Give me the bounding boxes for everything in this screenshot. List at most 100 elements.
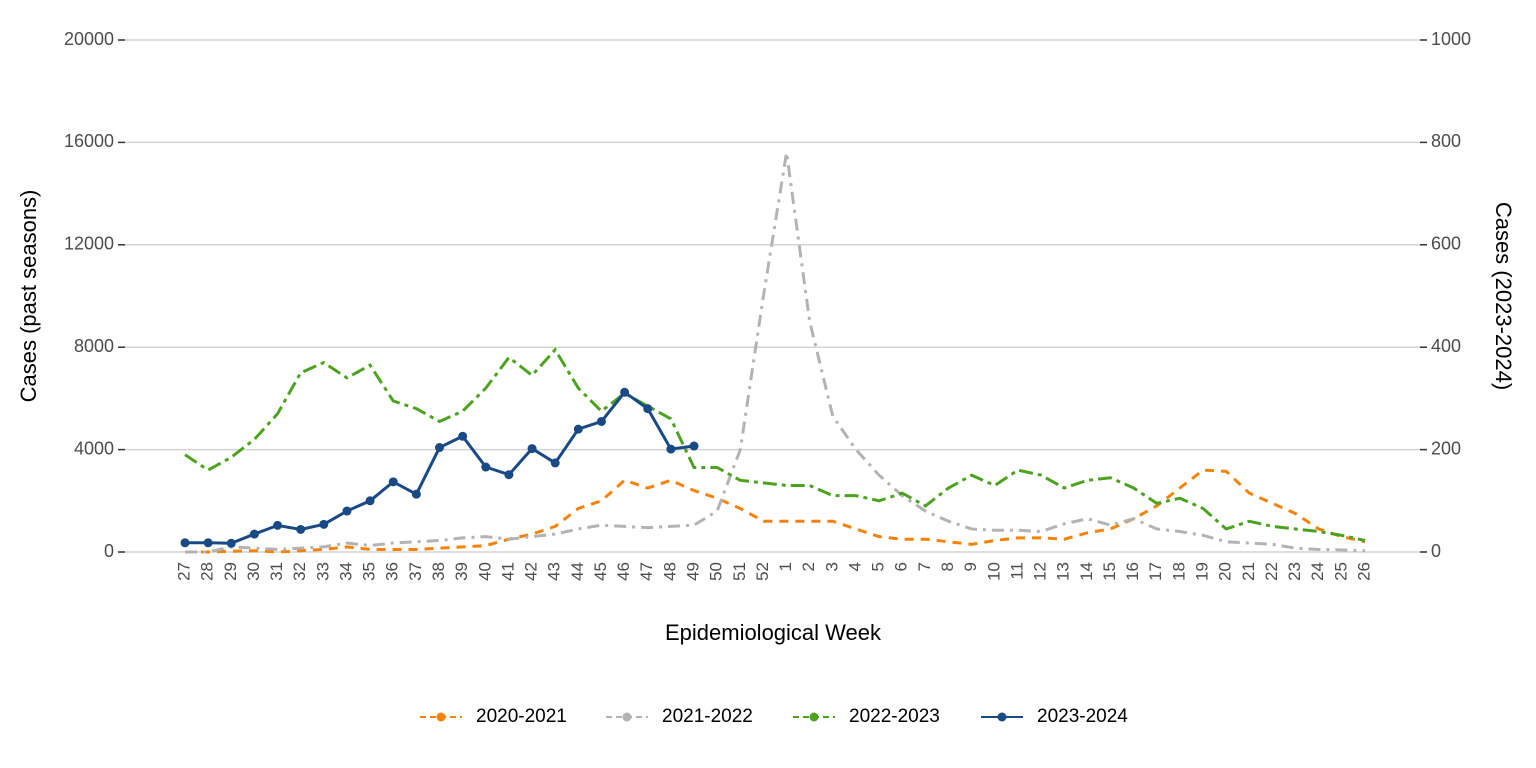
legend-marker — [436, 712, 446, 722]
x-tick-label: 39 — [452, 562, 471, 581]
y2-tick-label: 200 — [1431, 438, 1461, 458]
point — [504, 470, 514, 480]
x-tick-label: 6 — [892, 562, 911, 571]
x-tick-label: 27 — [174, 562, 193, 581]
x-tick-label: 33 — [313, 562, 332, 581]
point — [620, 387, 630, 397]
x-tick-label: 40 — [475, 562, 494, 581]
x-tick-label: 12 — [1031, 562, 1050, 581]
x-tick-label: 32 — [290, 562, 309, 581]
x-tick-label: 17 — [1146, 562, 1165, 581]
x-tick-label: 46 — [614, 562, 633, 581]
x-tick-label: 13 — [1054, 562, 1073, 581]
x-tick-label: 26 — [1354, 562, 1373, 581]
point — [481, 462, 491, 472]
x-tick-label: 20 — [1216, 562, 1235, 581]
x-tick-label: 51 — [730, 562, 749, 581]
y-tick-label: 0 — [104, 541, 114, 561]
x-tick-label: 21 — [1239, 562, 1258, 581]
y-tick-label: 16000 — [64, 131, 114, 151]
point — [273, 520, 283, 530]
legend-label: 2021-2022 — [662, 706, 753, 727]
x-tick-label: 48 — [660, 562, 679, 581]
x-tick-label: 22 — [1262, 562, 1281, 581]
y-axis-label: Cases (past seasons) — [16, 190, 41, 403]
legend-marker — [622, 712, 632, 722]
x-tick-label: 16 — [1123, 562, 1142, 581]
x-tick-label: 8 — [938, 562, 957, 571]
x-tick-label: 42 — [522, 562, 541, 581]
y2-tick-label: 600 — [1431, 234, 1461, 254]
series-line — [185, 390, 695, 545]
y-tick-label: 4000 — [74, 438, 114, 458]
x-tick-label: 47 — [637, 562, 656, 581]
x-tick-label: 41 — [498, 562, 517, 581]
x-tick-label: 36 — [383, 562, 402, 581]
series-line — [185, 152, 1366, 554]
point — [596, 416, 606, 426]
point — [365, 496, 375, 506]
x-tick-label: 10 — [984, 562, 1003, 581]
point — [458, 431, 468, 441]
y2-tick-label: 1000 — [1431, 29, 1471, 49]
x-tick-label: 4 — [845, 562, 864, 571]
y2-tick-label: 400 — [1431, 336, 1461, 356]
x-tick-label: 30 — [244, 562, 263, 581]
point — [666, 444, 676, 454]
x-tick-label: 15 — [1100, 562, 1119, 581]
x-tick-label: 49 — [684, 562, 703, 581]
legend-label: 2022-2023 — [849, 706, 940, 727]
point — [342, 506, 352, 516]
x-tick-label: 25 — [1331, 562, 1350, 581]
x-tick-label: 18 — [1169, 562, 1188, 581]
legend-marker — [997, 712, 1007, 722]
x-tick-label: 45 — [591, 562, 610, 581]
x-tick-label: 19 — [1193, 562, 1212, 581]
point — [573, 424, 583, 434]
legend-marker — [809, 712, 819, 722]
y-tick-label: 12000 — [64, 234, 114, 254]
y2-tick-label: 800 — [1431, 131, 1461, 151]
x-tick-label: 1 — [776, 562, 795, 571]
x-axis-label: Epidemiological Week — [665, 620, 882, 645]
x-tick-label: 37 — [406, 562, 425, 581]
point — [203, 538, 213, 548]
point — [435, 443, 445, 453]
x-tick-label: 28 — [198, 562, 217, 581]
series-line — [184, 347, 1366, 542]
y2-axis-label: Cases (2023-2024) — [1491, 202, 1516, 390]
point — [411, 489, 421, 499]
point — [226, 538, 236, 548]
point — [180, 538, 190, 548]
point — [388, 477, 398, 487]
x-tick-label: 50 — [707, 562, 726, 581]
x-tick-label: 24 — [1308, 562, 1327, 581]
y2-tick-label: 0 — [1431, 541, 1441, 561]
x-tick-label: 14 — [1077, 562, 1096, 581]
x-tick-label: 38 — [429, 562, 448, 581]
x-tick-label: 31 — [267, 562, 286, 581]
y-tick-label: 20000 — [64, 29, 114, 49]
x-tick-label: 5 — [869, 562, 888, 571]
series-line — [185, 468, 1366, 554]
x-tick-label: 11 — [1007, 562, 1026, 580]
x-tick-label: 3 — [822, 562, 841, 571]
point — [319, 519, 329, 529]
legend-label: 2020-2021 — [476, 706, 567, 727]
point — [249, 529, 259, 539]
point — [296, 524, 306, 534]
x-tick-label: 35 — [360, 562, 379, 581]
x-tick-label: 23 — [1285, 562, 1304, 581]
x-tick-label: 9 — [961, 562, 980, 571]
x-tick-label: 52 — [753, 562, 772, 581]
x-tick-label: 29 — [221, 562, 240, 581]
x-tick-label: 2 — [799, 562, 818, 571]
point — [550, 458, 560, 468]
legend-label: 2023-2024 — [1037, 706, 1128, 727]
point — [527, 444, 537, 454]
x-tick-label: 43 — [545, 562, 564, 581]
x-tick-label: 34 — [336, 562, 355, 581]
x-tick-label: 7 — [915, 562, 934, 571]
